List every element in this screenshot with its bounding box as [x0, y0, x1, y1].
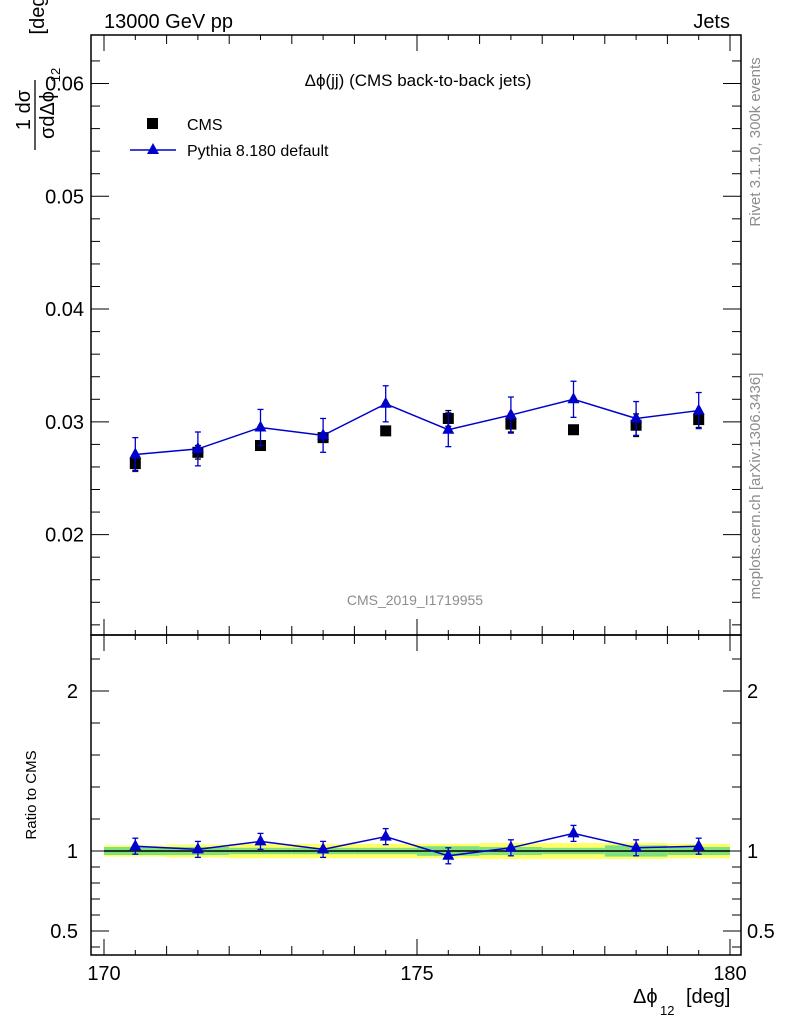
ratio-pythia-point [254, 834, 267, 846]
main-ytick-label: 0.04 [45, 299, 84, 321]
x-tick-label: 170 [87, 963, 120, 985]
svg-text:[deg: [deg [27, 0, 49, 34]
ratio-ticks [91, 635, 741, 955]
ratio-pythia-point [191, 842, 204, 854]
ratio-ytick-label-right: 2 [747, 681, 758, 703]
x-tick-label: 175 [400, 963, 433, 985]
svg-text:Δϕ: Δϕ [633, 986, 658, 1008]
main-ytick-label: 0.02 [45, 525, 84, 547]
svg-text:12: 12 [660, 1003, 674, 1018]
pythia-point [129, 447, 142, 459]
ratio-tick-labels: 0.5 0.5 1 1 2 2 [50, 681, 775, 943]
ratio-pythia-point [567, 826, 580, 838]
pythia-point [191, 441, 204, 453]
svg-text:σdΔϕ: σdΔϕ [37, 91, 59, 139]
ratio-pythia-point [442, 848, 455, 860]
pythia-point [379, 396, 392, 408]
pythia-line [135, 398, 699, 456]
ratio-ytick-label: 1 [67, 841, 78, 863]
main-title: Δϕ(jj) (CMS back-to-back jets) [305, 71, 532, 90]
pythia-point [630, 411, 643, 423]
ratio-pythia-point [692, 839, 705, 851]
ratio-ytick-label: 2 [67, 681, 78, 703]
ratio-ytick-label-right: 0.5 [747, 921, 775, 943]
pythia-point [692, 403, 705, 415]
pythia-point [504, 408, 517, 420]
main-ylabel: 1 dσ σdΔϕ 12 [deg -1 ] [13, 0, 63, 150]
rivet-label: Rivet 3.1.10, 300k events [747, 57, 764, 226]
ratio-pythia-line [135, 832, 699, 857]
x-tick-label: 180 [713, 963, 746, 985]
ratio-pythia-point [630, 840, 643, 852]
ratio-ylabel: Ratio to CMS [23, 750, 40, 839]
ratio-ytick-label-right: 1 [747, 841, 758, 863]
legend-marker-cms [147, 118, 158, 129]
ratio-pythia-point [317, 842, 330, 854]
ratio-panel: 0.5 0.5 1 1 2 2 Ratio to CMS [23, 634, 775, 956]
main-ytick-label: 0.03 [45, 412, 84, 434]
cms-point [568, 424, 579, 436]
ratio-series [129, 824, 705, 865]
ratio-pythia-point [379, 829, 392, 841]
legend-label-cms: CMS [187, 117, 223, 134]
svg-text:1 dσ: 1 dσ [13, 89, 35, 130]
analysis-id: CMS_2019_I1719955 [347, 592, 483, 608]
header-left: 13000 GeV pp [104, 11, 233, 33]
pythia-point [317, 428, 330, 440]
ratio-pythia-point [504, 840, 517, 852]
header-right: Jets [693, 11, 730, 33]
legend-label-pythia: Pythia 8.180 default [187, 143, 329, 160]
svg-text:[deg]: [deg] [686, 986, 730, 1008]
x-tick-labels: 170 175 180 [87, 963, 746, 985]
main-panel: 0.02 0.03 0.04 0.05 0.06 Δϕ(jj) (CMS back-to… [13, 0, 742, 636]
svg-text:12: 12 [48, 68, 63, 82]
main-ytick-label: 0.06 [45, 73, 84, 95]
legend: CMS Pythia 8.180 default [130, 117, 329, 160]
pythia-point [442, 422, 455, 434]
cms-point [380, 425, 392, 437]
x-axis-label: Δϕ 12 [deg] [633, 986, 730, 1018]
main-tick-labels: 0.02 0.03 0.04 0.05 0.06 [45, 73, 84, 546]
mcplots-label: mcplots.cern.ch [arXiv:1306.3436] [747, 373, 764, 600]
main-ticks [91, 35, 741, 635]
pythia-point [567, 392, 580, 404]
legend-marker-pythia [147, 143, 159, 154]
main-series [129, 380, 705, 473]
pythia-point [254, 420, 267, 432]
ratio-ytick-label: 0.5 [50, 921, 78, 943]
ratio-frame [90, 634, 742, 956]
ratio-pythia-point [129, 839, 142, 851]
main-ytick-label: 0.05 [45, 186, 84, 208]
